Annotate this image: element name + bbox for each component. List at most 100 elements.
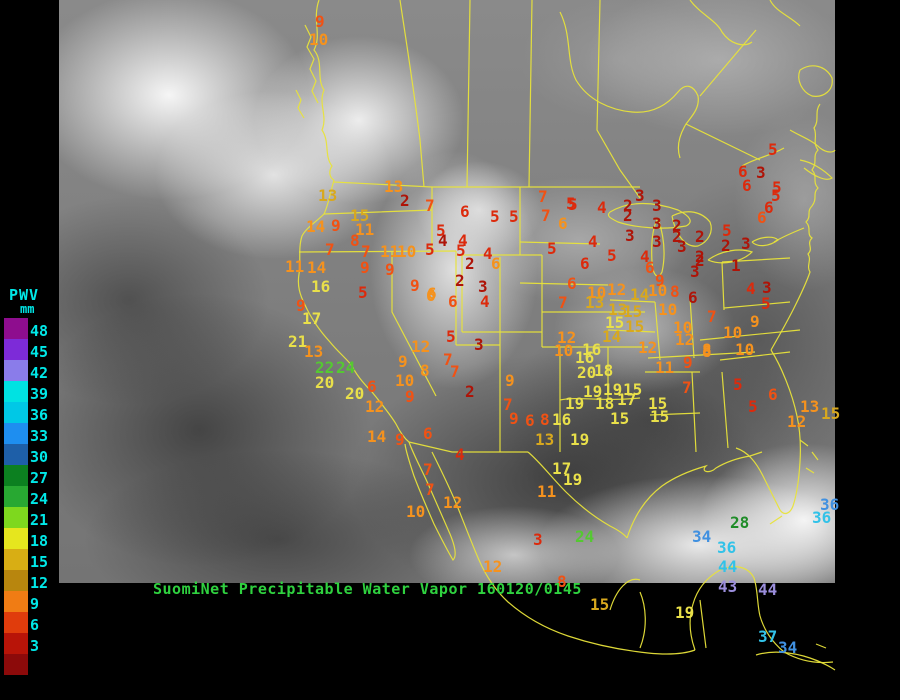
station-value: 6 [491, 254, 501, 273]
legend-swatches: 48 45 42 39 36 33 30 27 24 21 18 15 12 9 6 3 [4, 318, 60, 675]
station-value: 7 [443, 350, 453, 369]
legend-label: 36 [30, 406, 49, 424]
station-value: 13 [585, 293, 605, 312]
us-canada-border [333, 181, 640, 188]
station-value: 8 [540, 410, 550, 429]
station-value: 14 [602, 327, 622, 346]
station-value: 12 [443, 493, 463, 512]
station-value: 2 [465, 254, 475, 273]
atlantic-coastline [770, 103, 821, 351]
legend-swatch [4, 360, 28, 381]
station-value: 16 [582, 340, 602, 359]
station-value: 6 [423, 424, 433, 443]
station-value: 36 [717, 538, 737, 557]
legend-label: 9 [30, 595, 40, 613]
station-value: 36 [820, 495, 840, 514]
station-value: 22 [315, 358, 335, 377]
station-value: 8 [420, 361, 430, 380]
map-title: SuomiNet Precipitable Water Vapor 160120… [153, 580, 582, 598]
station-value: 9 [331, 216, 341, 235]
station-value: 5 [566, 194, 576, 213]
legend-entry: 12 [4, 570, 60, 591]
station-value: 13 [608, 300, 628, 319]
legend-entry: 24 [4, 486, 60, 507]
station-value: 6 [738, 162, 748, 181]
legend-entry: 39 [4, 381, 60, 402]
station-value: 6 [742, 176, 752, 195]
station-value: 7 [425, 480, 435, 499]
station-value: 5 [358, 283, 368, 302]
quebec-borders [685, 29, 761, 161]
state-borders-west [298, 187, 543, 452]
station-value: 5 [722, 221, 732, 240]
station-value: 4 [640, 247, 650, 266]
station-value: 12 [607, 280, 627, 299]
station-value: 7 [558, 293, 568, 312]
station-value: 4 [597, 198, 607, 217]
station-value: 4 [480, 292, 490, 311]
legend-label: 3 [30, 637, 40, 655]
legend-entry: 27 [4, 465, 60, 486]
pwv-legend: PWV mm 48 45 42 39 36 33 30 27 24 21 18 15 12 9 6 3 [4, 286, 60, 675]
station-value: 2 [465, 382, 475, 401]
station-value: 4 [746, 279, 756, 298]
station-value: 3 [652, 232, 662, 251]
lake-superior [607, 202, 691, 229]
legend-swatch [4, 402, 28, 423]
legend-entry [4, 654, 60, 675]
florida-keys [769, 515, 783, 525]
legend-swatch [4, 570, 28, 591]
legend-label: 42 [30, 364, 49, 382]
station-value: 14 [307, 258, 327, 277]
station-value: 8 [670, 282, 680, 301]
station-value: 9 [655, 271, 665, 290]
station-value: 14 [306, 217, 326, 236]
station-value: 15 [650, 407, 670, 426]
station-value: 10 [735, 340, 755, 359]
pacific-nw-coastline [313, 0, 335, 181]
station-value: 9 [509, 409, 519, 428]
station-value: 15 [648, 394, 668, 413]
legend-label: 18 [30, 532, 49, 550]
cuba-coastline [755, 643, 836, 671]
station-value: 17 [552, 459, 572, 478]
station-value: 13 [800, 397, 820, 416]
legend-label: 12 [30, 574, 49, 592]
station-value: 10 [723, 323, 743, 342]
station-value: 9 [505, 371, 515, 390]
station-value: 5 [509, 207, 519, 226]
legend-swatch [4, 339, 28, 360]
legend-swatch [4, 444, 28, 465]
station-value: 20 [315, 373, 335, 392]
legend-swatch [4, 486, 28, 507]
station-value: 3 [625, 226, 635, 245]
legend-label: 24 [30, 490, 49, 508]
station-value: 3 [474, 335, 484, 354]
station-value: 9 [410, 276, 420, 295]
station-value: 3 [756, 163, 766, 182]
station-value: 6 [367, 377, 377, 396]
legend-unit: mm [20, 302, 35, 316]
station-value: 28 [730, 513, 750, 532]
station-value: 8 [702, 342, 712, 361]
legend-swatch [4, 633, 28, 654]
station-value: 5 [436, 221, 446, 240]
station-value: 12 [675, 330, 695, 349]
legend-entry: 36 [4, 402, 60, 423]
station-value: 8 [350, 231, 360, 250]
station-value: 8 [557, 572, 567, 591]
station-value: 6 [688, 288, 698, 307]
station-value: 19 [565, 394, 585, 413]
newfoundland-island [798, 65, 833, 97]
station-value: 19 [563, 470, 583, 489]
west-coastline [297, 179, 410, 443]
station-value: 13 [318, 186, 338, 205]
station-value: 11 [355, 220, 375, 239]
station-value: 6 [460, 202, 470, 221]
station-value: 3 [652, 196, 662, 215]
station-value: 6 [427, 284, 437, 303]
legend-entry: 33 [4, 423, 60, 444]
station-value: 6 [580, 254, 590, 273]
station-value: 2 [695, 251, 705, 270]
lake-erie [707, 249, 754, 264]
